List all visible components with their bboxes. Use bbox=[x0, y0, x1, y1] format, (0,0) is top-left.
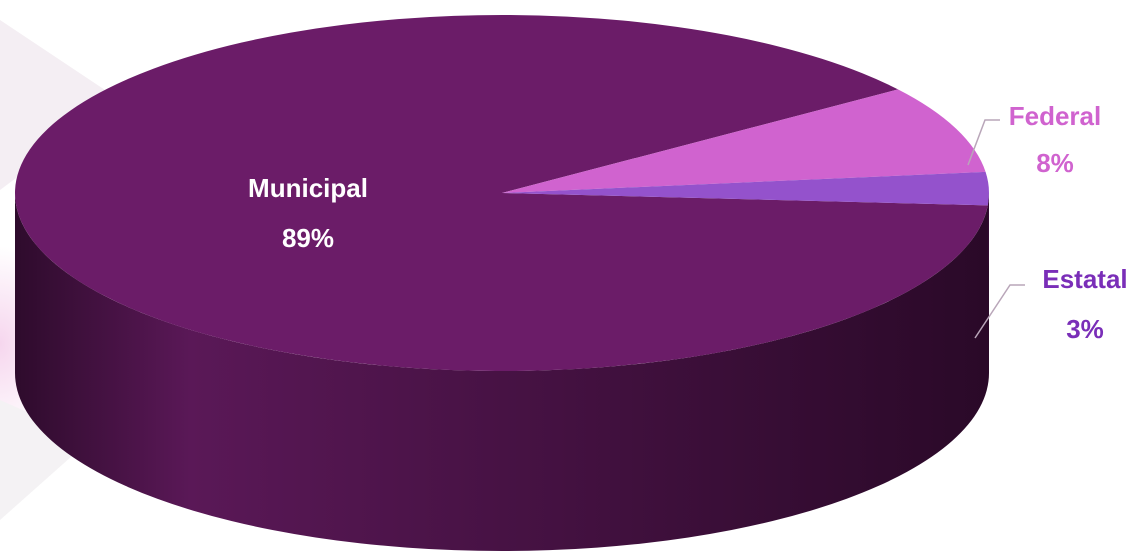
leader-line-federal bbox=[967, 119, 1000, 166]
pie-slice-estatal bbox=[502, 171, 990, 206]
slice-value-federal: 8% bbox=[1036, 148, 1074, 178]
slice-label-estatal: Estatal 3% bbox=[1042, 264, 1127, 344]
slice-name-federal: Federal bbox=[1009, 101, 1102, 131]
slice-label-federal: Federal 8% bbox=[1009, 101, 1102, 178]
pie-slices bbox=[15, 14, 990, 371]
pie-slice-federal bbox=[502, 89, 986, 193]
slice-name-estatal: Estatal bbox=[1042, 264, 1127, 294]
slice-value-estatal: 3% bbox=[1066, 314, 1104, 344]
leader-line-estatal bbox=[974, 284, 1025, 339]
pie-leader-lines bbox=[967, 119, 1025, 339]
pie-slice-municipal bbox=[15, 14, 988, 371]
slice-label-municipal: Municipal 89% bbox=[248, 173, 368, 253]
pie-body bbox=[15, 193, 989, 551]
slice-name-municipal: Municipal bbox=[248, 173, 368, 203]
pie-side-wall bbox=[15, 193, 989, 551]
slice-value-municipal: 89% bbox=[282, 223, 334, 253]
pie-side-estatal bbox=[987, 193, 989, 269]
